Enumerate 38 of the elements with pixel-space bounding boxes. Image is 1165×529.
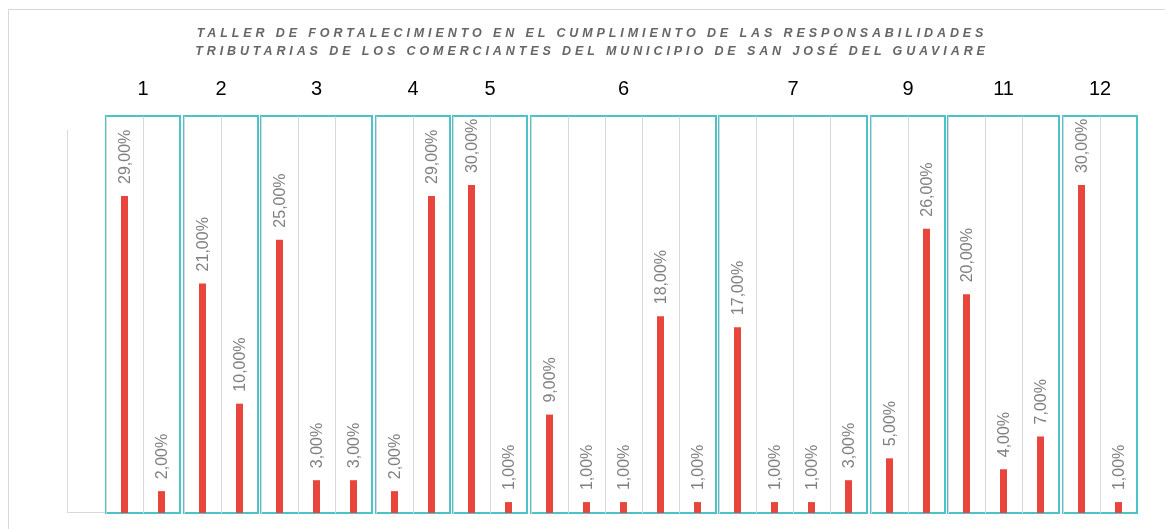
chart-title: 1 (137, 77, 149, 99)
chart-title: 4 (406, 77, 419, 99)
chart-title: 9 (901, 77, 914, 99)
data-label: 1,00% (802, 444, 820, 491)
data-label: 29,00% (422, 129, 439, 184)
chart-title: 7 (787, 77, 799, 99)
chart-title: 5 (484, 77, 496, 99)
text: TALLER DE FORTALECIMIENTO EN EL CUMPLIMIENTO DE LAS RESPONSABILIDADES TRIBUTARIAS DE LOS COMERCIANTES DEL MUNICIPIO DE SAN JOSÉ DEL GUAVIARE (194, 25, 990, 60)
data-label: 18,00% (651, 249, 668, 305)
data-label: 7,00% (1031, 379, 1049, 425)
data-label: 3,00% (307, 422, 325, 469)
data-label: 1,00% (499, 444, 517, 491)
data-label: 4,00% (994, 411, 1012, 458)
data-label: 21,00% (193, 217, 210, 272)
data-label: 29,00% (115, 129, 133, 184)
data-label: 20,00% (957, 228, 975, 283)
data-label: 1,00% (765, 444, 783, 491)
data-label: 17,00% (728, 260, 746, 316)
data-label: 5,00% (880, 400, 897, 447)
data-label: 1,00% (1109, 444, 1126, 491)
data-label: 10,00% (230, 337, 247, 392)
data-label: 26,00% (917, 162, 934, 217)
data-label: 1,00% (688, 444, 705, 491)
data-label: 1,00% (577, 444, 594, 491)
chart-title: 6 (617, 77, 629, 99)
data-label: 2,00% (385, 433, 402, 480)
chart-title: 3 (310, 77, 323, 99)
data-label: 30,00% (1072, 118, 1089, 173)
data-label: 25,00% (270, 173, 288, 228)
data-label: 2,00% (152, 433, 170, 480)
data-label: 3,00% (839, 422, 857, 469)
chart-title: 12 (1088, 77, 1111, 99)
chart-title: 11 (993, 77, 1014, 99)
data-label: 3,00% (344, 422, 362, 469)
chart-title: 2 (214, 77, 227, 99)
data-label: 9,00% (540, 357, 557, 403)
data-label: 1,00% (614, 444, 631, 491)
data-label: 30,00% (462, 118, 480, 173)
